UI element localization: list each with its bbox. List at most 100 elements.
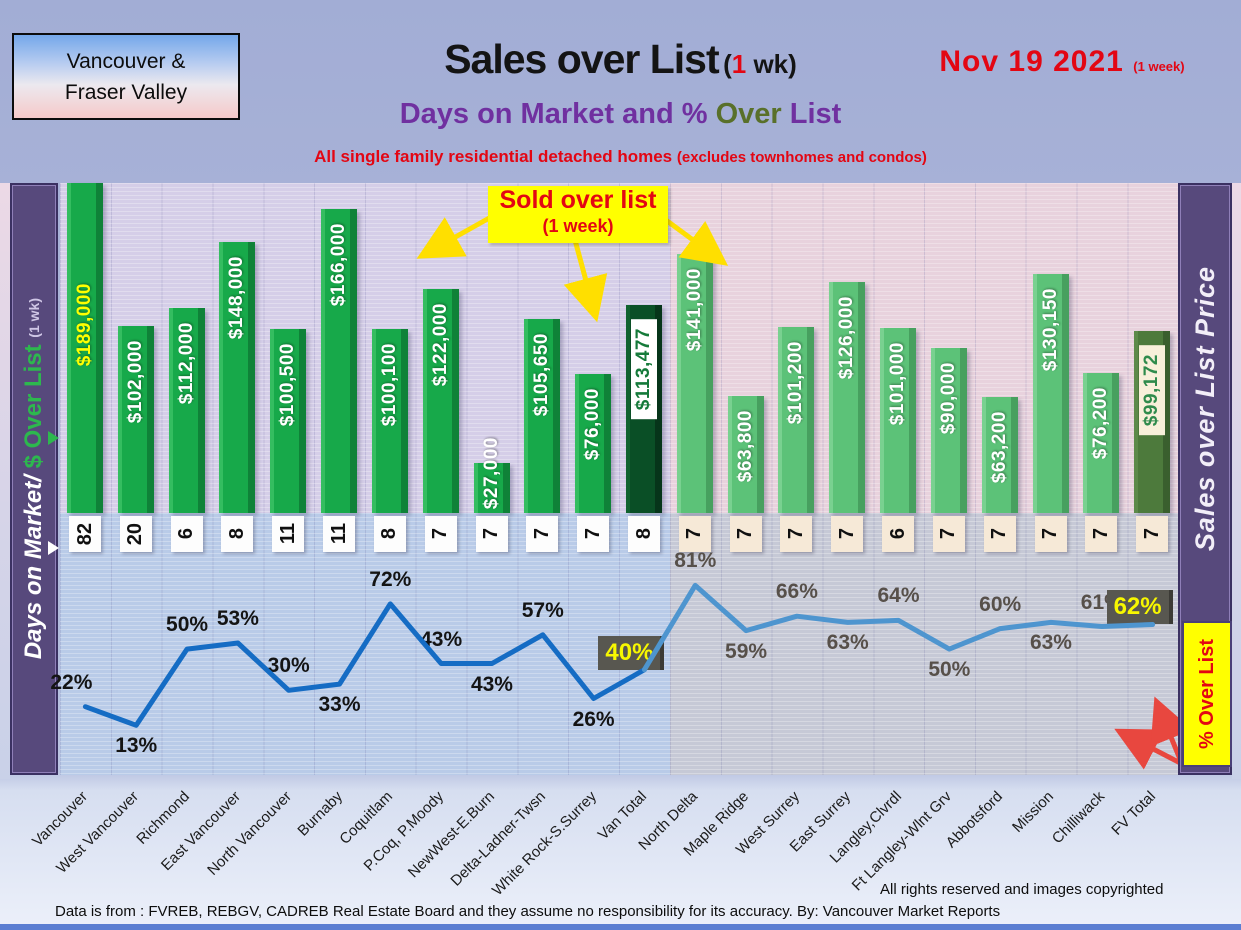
pct-label-maple-ridge: 59% (725, 639, 768, 663)
bar-delta-ladner-twsn: $105,650 (524, 319, 561, 513)
pct-label-vancouver: 22% (50, 670, 93, 694)
days-on-market-west-vancouver: 20 (119, 516, 152, 552)
sold-over-list-callout: Sold over list (1 week) (488, 186, 668, 243)
footer-source: Data is from : FVREB, REBGV, CADREB Real… (55, 903, 1001, 920)
bar-value-label: $100,100 (378, 343, 400, 427)
pct-label-newwest-e-burn: 43% (470, 672, 513, 696)
bar-mission: $130,150 (1032, 274, 1069, 513)
tagline: All single family residential detached h… (314, 147, 927, 166)
bar-value-label: $63,800 (734, 410, 756, 483)
days-on-market-north-vancouver: 11 (272, 516, 305, 552)
x-label-newwest-e-burn: NewWest-E.Burn (404, 788, 498, 882)
x-label-fv-total: FV Total (1107, 788, 1159, 839)
x-label-p-coq-p-moody: P.Coq, P.Moody (360, 788, 448, 875)
days-on-market-van-total: 8 (628, 516, 661, 552)
bar-value-label: $100,500 (277, 343, 299, 427)
x-label-white-rock-s-surrey: White Rock-S.Surrey (488, 788, 600, 900)
pct-label-abbotsford: 60% (979, 592, 1022, 616)
days-on-market-east-vancouver: 8 (221, 516, 254, 552)
x-label-chilliwack: Chilliwack (1048, 788, 1108, 848)
pct-over-list-box: % Over List (1182, 621, 1232, 767)
bar-value-label: $148,000 (226, 256, 248, 340)
x-label-east-vancouver: East Vancouver (157, 788, 244, 875)
days-on-market-north-delta: 7 (678, 516, 711, 552)
bar-north-vancouver: $100,500 (270, 329, 307, 513)
x-label-west-surrey: West Surrey (732, 788, 803, 859)
days-on-market-fv-total: 7 (1136, 516, 1169, 552)
x-label-van-total: Van Total (595, 788, 651, 844)
pct-label-east-surrey: 63% (826, 631, 869, 655)
right-edge-strip (1232, 183, 1241, 779)
region-line1: Vancouver & (66, 50, 186, 73)
bar-langley-clvrdl: $101,000 (880, 328, 917, 513)
bar-east-vancouver: $148,000 (219, 242, 256, 513)
callout-line1: Sold over list (499, 186, 657, 214)
x-label-west-vancouver: West Vancouver (53, 788, 143, 877)
days-on-market-vancouver: 82 (69, 516, 101, 552)
pct-label-north-delta: 81% (674, 549, 717, 573)
x-label-east-surrey: East Surrey (786, 788, 854, 856)
x-label-burnaby: Burnaby (293, 788, 346, 840)
bar-value-label: $122,000 (429, 303, 451, 387)
page-subtitle: Days on Market and % Over List (399, 98, 842, 130)
bar-value-label: $166,000 (328, 223, 350, 307)
left-axis-title: Days on Market/ $ Over List (1 wk) (10, 183, 59, 775)
pct-label-mission: 63% (1029, 631, 1072, 655)
left-edge-strip (0, 183, 10, 779)
x-label-delta-ladner-twsn: Delta-Ladner-Twsn (447, 788, 549, 890)
bar-value-label: $126,000 (836, 296, 858, 380)
x-label-north-vancouver: North Vancouver (203, 788, 295, 879)
chart-area: Days on Market/ $ Over List (1 wk) Sales… (0, 183, 1241, 779)
bar-value-label: $112,000 (175, 322, 197, 405)
region-line2: Fraser Valley (64, 81, 188, 104)
bar-value-label: $101,000 (887, 342, 909, 426)
bar-richmond: $112,000 (168, 308, 205, 513)
bar-value-label: $27,000 (480, 436, 502, 509)
days-on-market-p-coq-p-moody: 7 (424, 516, 457, 552)
bar-coquitlam: $100,100 (371, 329, 408, 513)
report-date: Nov 19 2021 (1 week) (939, 45, 1185, 78)
bar-van-total: $113,477 (626, 305, 663, 513)
bar-value-label: $76,200 (1090, 387, 1112, 460)
pct-label-p-coq-p-moody: 43% (420, 627, 463, 651)
x-label-north-delta: North Delta (635, 788, 702, 854)
bar-value-label: $113,477 (631, 319, 658, 420)
pct-label-west-vancouver: 13% (115, 734, 158, 758)
days-on-market-chilliwack: 7 (1085, 516, 1118, 552)
bar-value-label: $141,000 (683, 268, 705, 352)
bar-value-label: $63,200 (988, 411, 1010, 484)
days-on-market-maple-ridge: 7 (729, 516, 762, 552)
title-paren: (1 wk) (723, 49, 797, 79)
bar-west-vancouver: $102,000 (117, 326, 154, 513)
pct-label-coquitlam: 72% (369, 567, 412, 591)
page-title: Sales over List (1 wk) (0, 36, 1241, 83)
x-label-coquitlam: Coquitlam (336, 788, 397, 848)
bottom-strip (0, 924, 1241, 930)
callout-line2: (1 week) (542, 216, 614, 236)
days-on-market-coquitlam: 8 (373, 516, 406, 552)
pct-total-box-fv-total: 62% (1106, 590, 1173, 625)
x-label-vancouver: Vancouver (29, 788, 92, 850)
pct-label-west-surrey: 66% (775, 580, 818, 604)
footer-rights: All rights reserved and images copyright… (880, 881, 1164, 898)
x-label-maple-ridge: Maple Ridge (680, 788, 753, 860)
days-on-market-west-surrey: 7 (780, 516, 813, 552)
plot-layer: $189,000 82 $102,000 20 $112,000 6 $148,000 8 $1… (0, 183, 1241, 779)
pct-label-white-rock-s-surrey: 26% (572, 707, 615, 731)
bar-value-label: $102,000 (124, 340, 146, 424)
days-on-market-richmond: 6 (170, 516, 203, 552)
days-on-market-abbotsford: 7 (983, 516, 1016, 552)
bar-east-surrey: $126,000 (829, 282, 866, 513)
pct-label-delta-ladner-twsn: 57% (521, 598, 564, 622)
bar-value-label: $90,000 (937, 362, 959, 435)
bar-value-label: $101,200 (785, 341, 807, 425)
days-on-market-burnaby: 11 (323, 516, 356, 552)
x-label-richmond: Richmond (133, 788, 194, 848)
bar-newwest-e-burn: $27,000 (473, 437, 510, 513)
bar-value-label: $130,150 (1039, 288, 1061, 372)
bar-ft-langley-wlnt-grv: $90,000 (930, 348, 967, 513)
days-on-market-delta-ladner-twsn: 7 (526, 516, 559, 552)
x-label-mission: Mission (1009, 788, 1057, 836)
bar-vancouver: $189,000 (67, 183, 103, 513)
days-on-market-ft-langley-wlnt-grv: 7 (932, 516, 965, 552)
